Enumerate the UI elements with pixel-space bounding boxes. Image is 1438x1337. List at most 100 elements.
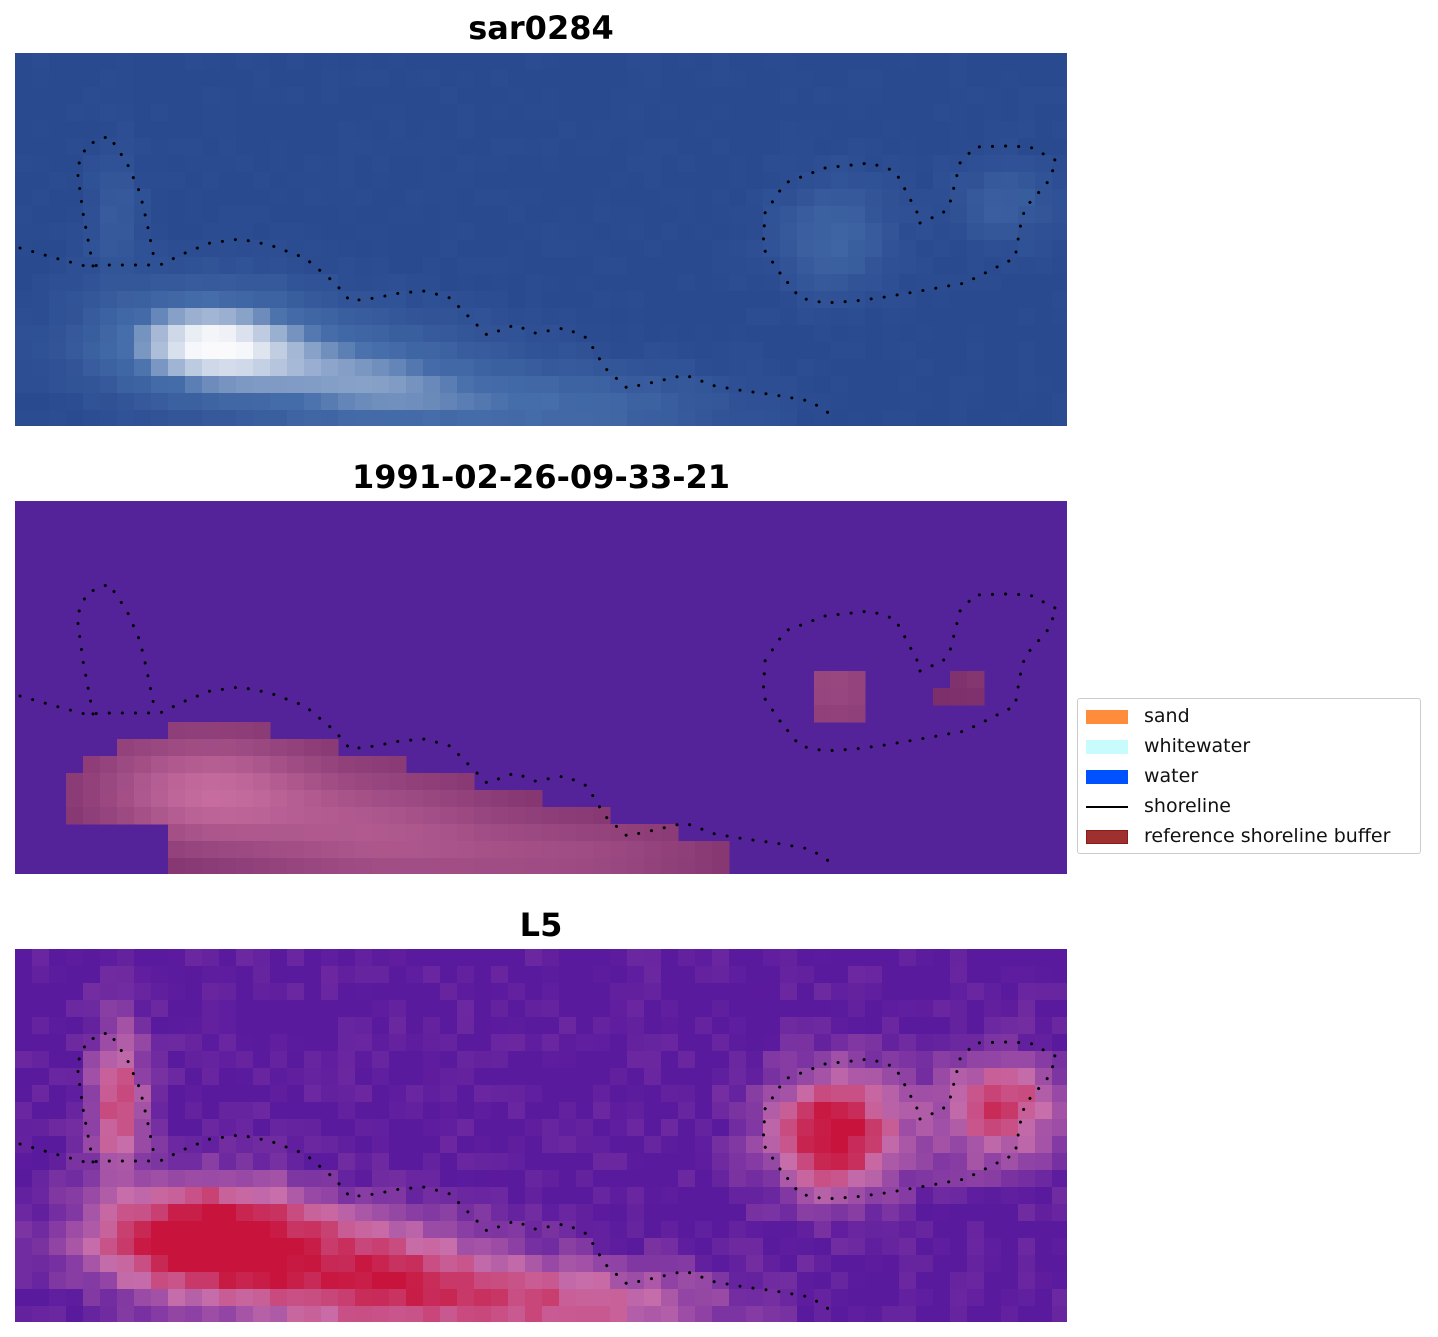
pixel-cell xyxy=(695,949,713,967)
pixel-cell xyxy=(338,1170,356,1188)
pixel-cell xyxy=(763,1136,781,1154)
pixel-cell xyxy=(1001,223,1019,241)
pixel-cell xyxy=(202,1136,220,1154)
pixel-cell xyxy=(508,206,526,224)
pixel-cell xyxy=(644,1221,662,1239)
pixel-cell xyxy=(32,1017,50,1035)
pixel-cell xyxy=(763,87,781,105)
pixel-cell xyxy=(202,1221,220,1239)
pixel-cell xyxy=(933,1221,951,1239)
pixel-cell xyxy=(389,1085,407,1103)
pixel-cell xyxy=(457,325,475,343)
pixel-cell xyxy=(576,325,594,343)
pixel-cell xyxy=(967,257,985,275)
pixel-cell xyxy=(950,1306,968,1322)
pixel-cell xyxy=(882,1085,900,1103)
pixel-cell xyxy=(253,1238,271,1256)
pixel-cell xyxy=(712,1221,730,1239)
pixel-cell xyxy=(1001,87,1019,105)
pixel-cell xyxy=(610,1136,628,1154)
buffer-cell xyxy=(355,807,373,825)
pixel-cell xyxy=(525,87,543,105)
pixel-cell xyxy=(746,1000,764,1018)
pixel-cell xyxy=(49,1255,67,1273)
pixel-cell xyxy=(151,1085,169,1103)
pixel-cell xyxy=(695,1238,713,1256)
buffer-cell xyxy=(304,773,322,791)
pixel-cell xyxy=(32,121,50,139)
buffer-cell xyxy=(610,841,628,859)
pixel-cell xyxy=(321,70,339,88)
pixel-cell xyxy=(525,1102,543,1120)
pixel-cell xyxy=(763,359,781,377)
pixel-cell xyxy=(848,359,866,377)
pixel-cell xyxy=(508,240,526,258)
pixel-cell xyxy=(933,155,951,173)
pixel-cell xyxy=(32,966,50,984)
pixel-cell xyxy=(321,983,339,1001)
pixel-cell xyxy=(763,206,781,224)
pixel-cell xyxy=(576,138,594,156)
pixel-cell xyxy=(627,1272,645,1290)
pixel-cell xyxy=(474,983,492,1001)
pixel-cell xyxy=(763,1119,781,1137)
pixel-cell xyxy=(32,155,50,173)
pixel-cell xyxy=(304,87,322,105)
pixel-cell xyxy=(151,121,169,139)
pixel-cell xyxy=(406,172,424,190)
pixel-cell xyxy=(185,376,203,394)
pixel-cell xyxy=(729,87,747,105)
pixel-cell xyxy=(491,1017,509,1035)
pixel-cell xyxy=(678,1187,696,1205)
pixel-cell xyxy=(712,1306,730,1322)
pixel-cell xyxy=(1052,410,1067,426)
pixel-cell xyxy=(117,983,135,1001)
pixel-cell xyxy=(151,257,169,275)
pixel-cell xyxy=(576,1170,594,1188)
pixel-cell xyxy=(967,1306,985,1322)
pixel-cell xyxy=(389,172,407,190)
pixel-cell xyxy=(389,1272,407,1290)
pixel-cell xyxy=(134,1000,152,1018)
pixel-cell xyxy=(559,410,577,426)
pixel-cell xyxy=(134,1119,152,1137)
pixel-cell xyxy=(474,1289,492,1307)
pixel-cell xyxy=(457,1289,475,1307)
pixel-cell xyxy=(457,138,475,156)
pixel-cell xyxy=(763,155,781,173)
pixel-cell xyxy=(763,1034,781,1052)
pixel-cell xyxy=(576,70,594,88)
pixel-cell xyxy=(542,189,560,207)
pixel-cell xyxy=(678,1153,696,1171)
pixel-cell xyxy=(83,53,101,71)
pixel-cell xyxy=(1018,1153,1036,1171)
pixel-cell xyxy=(389,342,407,360)
pixel-cell xyxy=(355,1187,373,1205)
pixel-cell xyxy=(287,308,305,326)
pixel-cell xyxy=(49,240,67,258)
pixel-cell xyxy=(355,1238,373,1256)
pixel-cell xyxy=(372,410,390,426)
pixel-cell xyxy=(644,223,662,241)
pixel-cell xyxy=(134,1102,152,1120)
pixel-cell xyxy=(576,1017,594,1035)
buffer-cell xyxy=(134,790,152,808)
pixel-cell xyxy=(1035,1102,1053,1120)
pixel-cell xyxy=(678,87,696,105)
pixel-cell xyxy=(729,189,747,207)
pixel-cell xyxy=(746,1119,764,1137)
pixel-cell xyxy=(474,393,492,411)
pixel-cell xyxy=(185,983,203,1001)
pixel-cell xyxy=(202,206,220,224)
pixel-cell xyxy=(49,155,67,173)
pixel-cell xyxy=(338,257,356,275)
pixel-cell xyxy=(32,1289,50,1307)
pixel-cell xyxy=(831,70,849,88)
pixel-cell xyxy=(423,1034,441,1052)
pixel-cell xyxy=(933,1238,951,1256)
pixel-cell xyxy=(151,949,169,967)
pixel-cell xyxy=(338,274,356,292)
buffer-cell xyxy=(338,841,356,859)
pixel-cell xyxy=(780,1238,798,1256)
pixel-cell xyxy=(474,1102,492,1120)
